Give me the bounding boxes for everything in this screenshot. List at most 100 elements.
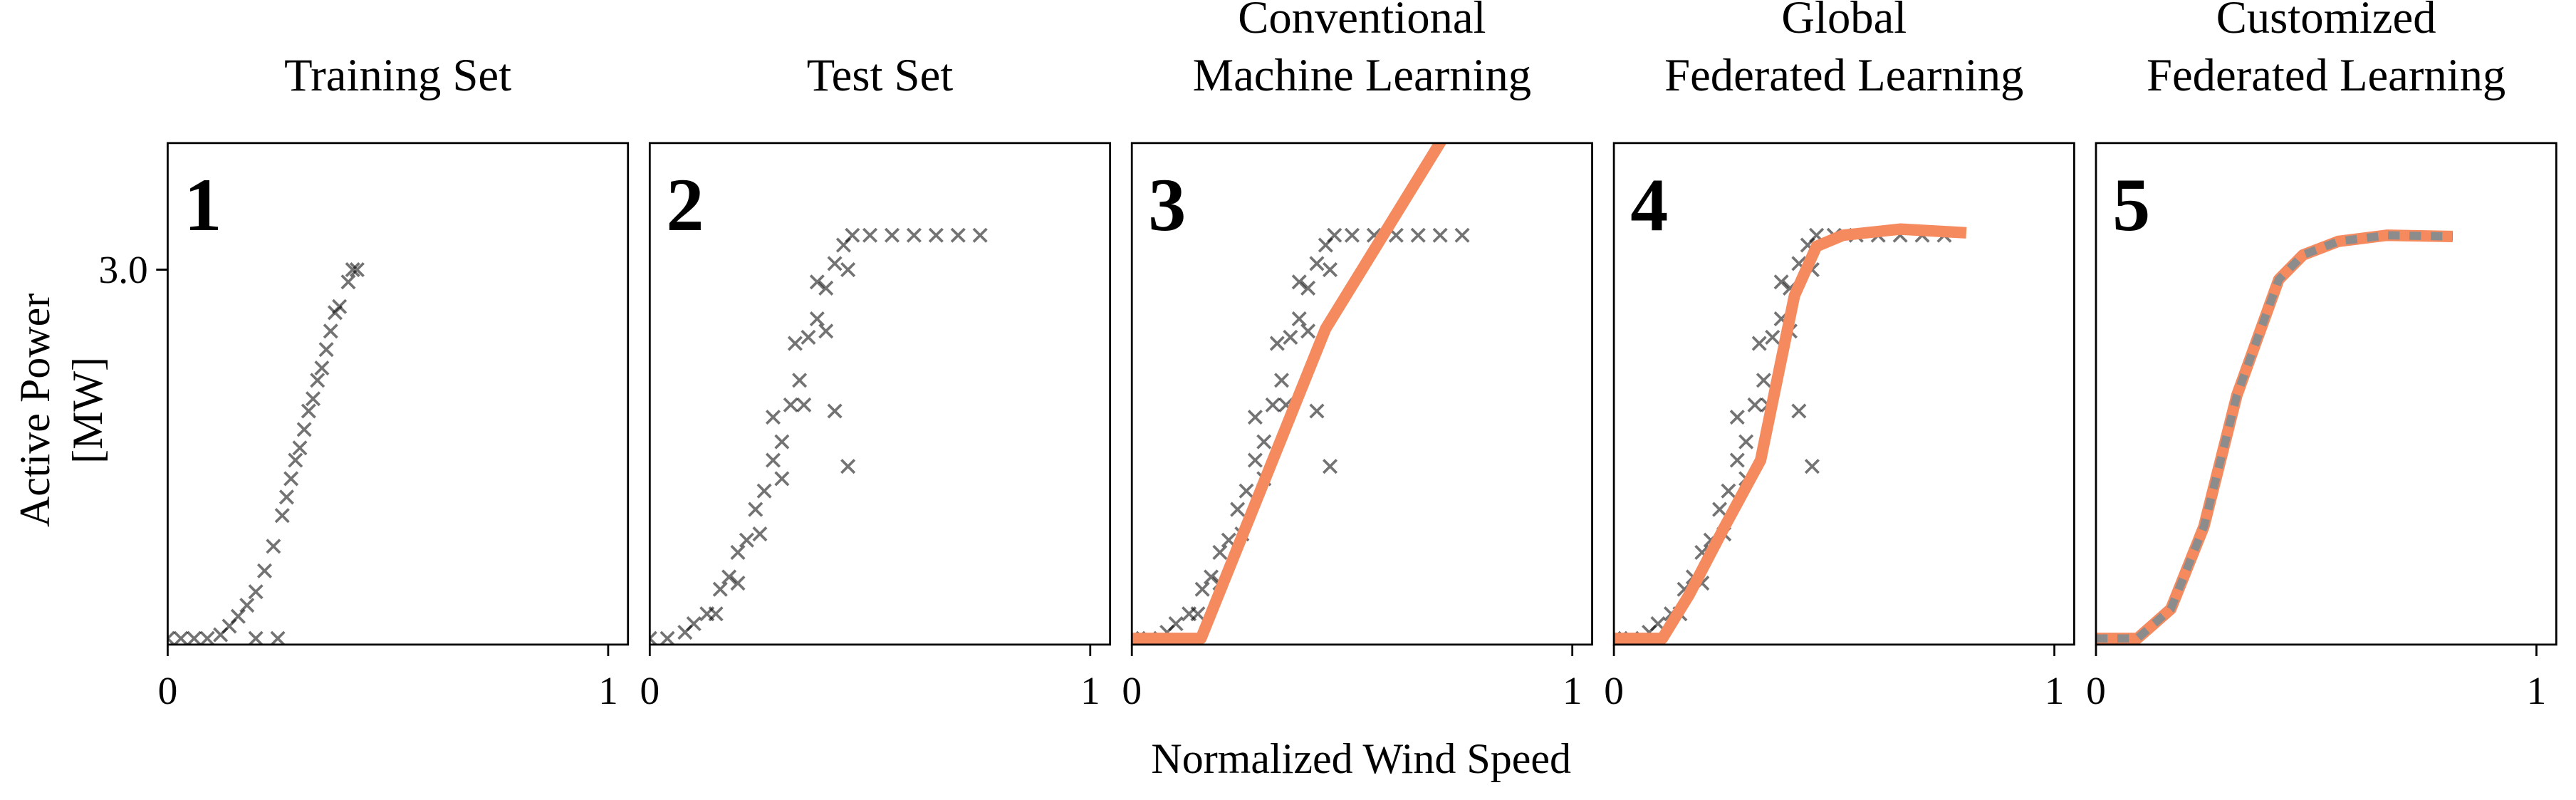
point <box>230 608 246 624</box>
x-tick-label: 0 <box>640 669 659 712</box>
panel-number: 4 <box>1630 162 1668 246</box>
point <box>1300 280 1316 296</box>
point <box>318 342 334 358</box>
point <box>796 397 812 412</box>
panel-title: Test Set <box>807 49 954 100</box>
point <box>266 539 281 554</box>
y-axis-label: [MW] <box>64 357 111 464</box>
y-tick-label: 3.0 <box>99 248 148 291</box>
point <box>862 227 878 243</box>
point <box>288 452 303 468</box>
point <box>167 630 175 645</box>
points <box>167 262 365 645</box>
points <box>650 227 988 645</box>
point <box>1309 403 1325 419</box>
point <box>1751 336 1767 351</box>
point <box>327 305 343 321</box>
point <box>1729 452 1745 468</box>
point <box>928 227 944 243</box>
x-tick-label: 0 <box>158 669 178 712</box>
point <box>818 323 834 339</box>
point <box>1291 311 1307 327</box>
point <box>1729 410 1745 425</box>
point <box>1804 459 1820 474</box>
point <box>310 373 325 388</box>
point <box>199 630 215 645</box>
point <box>818 280 834 296</box>
panel-title: Federated Learning <box>2147 49 2505 100</box>
point <box>1322 459 1338 474</box>
point <box>256 563 273 578</box>
point <box>1204 569 1219 585</box>
point <box>840 459 856 474</box>
point <box>340 274 356 290</box>
point <box>1327 227 1342 243</box>
point <box>1168 615 1184 632</box>
point <box>845 227 860 243</box>
point <box>301 403 316 419</box>
point <box>314 360 330 376</box>
point <box>1309 256 1325 271</box>
dashed-curve <box>2095 231 2454 643</box>
point <box>783 397 798 412</box>
point <box>708 606 724 622</box>
point <box>1300 323 1316 339</box>
point <box>270 630 286 645</box>
panel-title: Conventional <box>1238 0 1486 43</box>
point <box>1291 274 1307 290</box>
point <box>1230 502 1246 517</box>
point <box>748 502 763 517</box>
point <box>809 311 825 327</box>
point <box>1265 397 1281 412</box>
point <box>1432 227 1448 243</box>
panel-title: Global <box>1781 0 1907 43</box>
point <box>1791 403 1807 419</box>
points <box>1614 227 1952 645</box>
point <box>305 391 321 407</box>
point <box>1283 329 1298 346</box>
x-tick-label: 1 <box>1080 669 1100 712</box>
point <box>739 532 754 548</box>
x-tick-label: 1 <box>598 669 618 712</box>
point <box>1239 483 1254 499</box>
x-tick-label: 1 <box>2527 669 2547 712</box>
panel-title: Training Set <box>284 49 511 100</box>
panel-number: 3 <box>1148 162 1186 246</box>
point <box>827 403 843 419</box>
point <box>721 569 737 585</box>
fit-curve <box>1132 142 1447 645</box>
point <box>774 434 790 450</box>
point <box>765 452 781 468</box>
panel-title: Machine Learning <box>1193 49 1532 100</box>
point <box>906 227 922 243</box>
point <box>840 262 856 278</box>
point <box>283 471 299 487</box>
point <box>972 227 988 243</box>
point <box>730 544 746 560</box>
axes-frame <box>648 142 1112 646</box>
point <box>1273 373 1290 388</box>
x-tick-label: 0 <box>1604 669 1624 712</box>
point <box>296 422 312 437</box>
point <box>792 373 808 388</box>
point <box>827 256 843 271</box>
point <box>756 483 772 499</box>
x-tick-label: 1 <box>2045 669 2065 712</box>
axes-frame <box>1130 142 1593 646</box>
point <box>1269 336 1285 351</box>
axes-frame <box>167 142 630 646</box>
point <box>248 584 264 600</box>
x-axis-label: Normalized Wind Speed <box>1151 735 1571 782</box>
point <box>1344 227 1360 243</box>
point <box>1765 329 1780 346</box>
panel-title: Federated Learning <box>1664 49 2023 100</box>
axes-frame <box>2095 142 2557 646</box>
point <box>1454 227 1470 243</box>
point <box>801 329 816 346</box>
point <box>345 262 360 278</box>
point <box>1247 410 1263 425</box>
point <box>349 262 365 278</box>
point <box>686 615 702 632</box>
points <box>1132 227 1470 645</box>
